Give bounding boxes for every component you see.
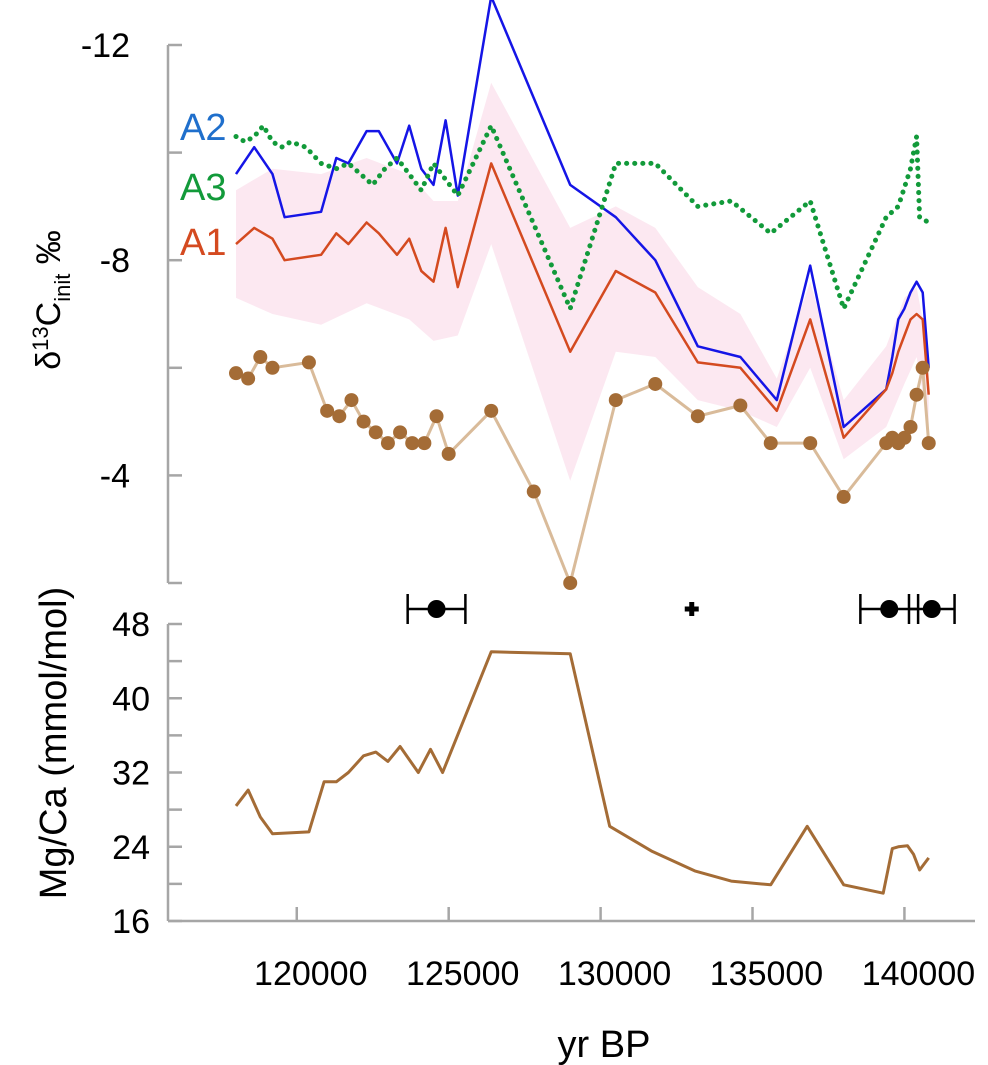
sample-point <box>301 355 316 370</box>
top-y-axis-title: δ13Cinit ‰ <box>28 230 75 370</box>
ylabel-subscript: init <box>50 274 75 302</box>
bottom-y-tick-label: 24 <box>112 829 150 867</box>
sample-point <box>915 360 930 375</box>
x-axis: 120000 125000 130000 135000 140000 <box>168 907 975 993</box>
sample-point <box>526 484 541 499</box>
sample-point <box>484 403 499 418</box>
sample-point <box>393 425 408 440</box>
sample-point <box>763 436 778 451</box>
ylabel-main: C <box>30 302 68 327</box>
bottom-y-axis-title: Mg/Ca (mmol/mol) <box>33 587 75 899</box>
sample-point <box>344 393 359 408</box>
sample-point <box>441 446 456 461</box>
sample-point <box>320 403 335 418</box>
sample-point <box>608 393 623 408</box>
x-tick-label: 130000 <box>558 955 671 993</box>
dating-errorbars <box>406 594 956 624</box>
sample-point <box>429 409 444 424</box>
sample-point <box>921 436 936 451</box>
sample-point <box>690 409 705 424</box>
ylabel-delta: δ <box>30 351 68 370</box>
a1-label: A1 <box>180 222 226 264</box>
date-point <box>922 600 941 618</box>
bottom-y-tick-label: 16 <box>112 903 150 941</box>
a2-series-line <box>234 0 930 429</box>
date-point <box>427 600 446 618</box>
sample-point <box>417 436 432 451</box>
sample-point <box>253 350 268 365</box>
top-y-tick-label: -4 <box>100 457 130 495</box>
bottom-y-tick-label: 32 <box>112 755 150 793</box>
sample-point <box>241 371 256 386</box>
bottom-y-tick-label: 48 <box>112 606 150 644</box>
top-y-tick-label: -8 <box>100 242 130 280</box>
sample-point <box>332 409 347 424</box>
a1-series-line <box>235 162 930 439</box>
a1-uncertainty-band <box>236 82 929 481</box>
sample-point <box>356 414 371 429</box>
sample-point <box>368 425 383 440</box>
date-point <box>880 600 899 618</box>
sample-point <box>903 419 918 434</box>
a3-series-line <box>233 123 932 312</box>
a3-label: A3 <box>180 167 226 209</box>
delta13c-panel: -12 -8 -4 A2 A3 A1 <box>81 0 936 590</box>
sample-point <box>648 376 663 391</box>
mgca-panel: 16 24 32 40 48 <box>112 606 930 941</box>
top-y-tick-label: -12 <box>81 27 130 65</box>
ylabel-unit: ‰ <box>30 230 68 273</box>
bottom-y-tick-label: 40 <box>112 680 150 718</box>
x-tick-label: 135000 <box>710 955 823 993</box>
x-tick-label: 125000 <box>406 955 519 993</box>
sample-point <box>897 430 912 445</box>
sample-point <box>836 489 851 504</box>
sample-point <box>265 360 280 375</box>
x-axis-title: yr BP <box>558 1024 651 1065</box>
ylabel-superscript: 13 <box>28 326 53 350</box>
sample-point <box>803 436 818 451</box>
sample-point <box>733 398 748 413</box>
x-tick-label: 120000 <box>254 955 367 993</box>
sample-point <box>563 576 578 590</box>
sample-point <box>229 366 243 381</box>
sample-point <box>380 436 395 451</box>
sample-point <box>909 387 924 402</box>
a2-label: A2 <box>180 107 226 149</box>
sample-point <box>405 436 420 451</box>
x-tick-label: 140000 <box>862 955 975 993</box>
mgca-series-line <box>234 650 930 895</box>
